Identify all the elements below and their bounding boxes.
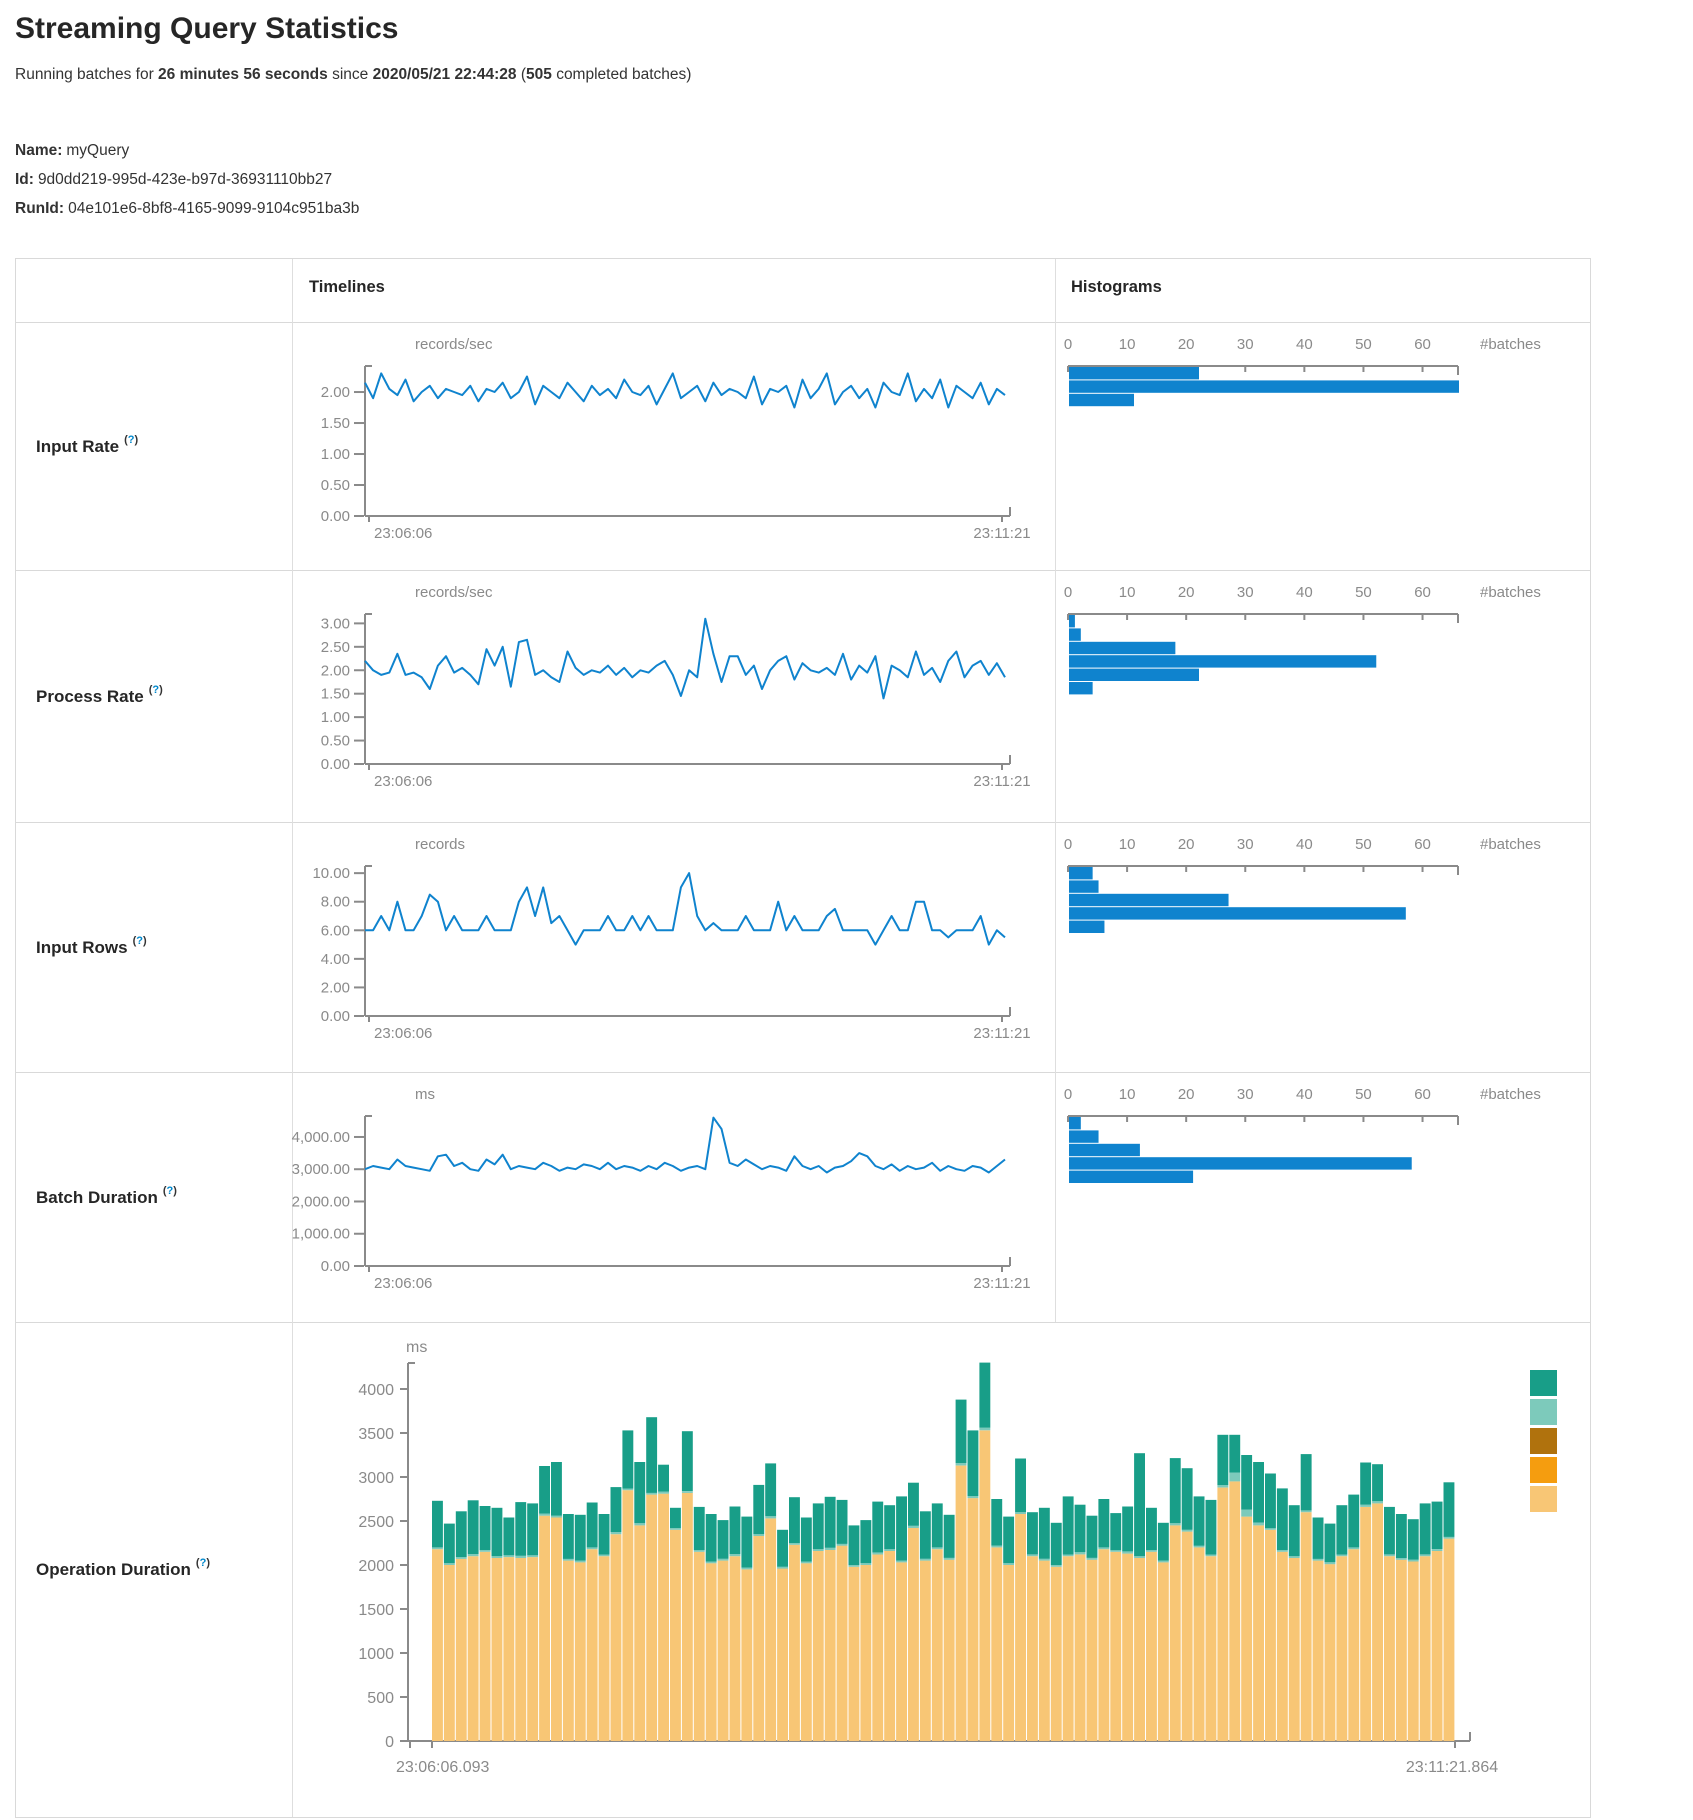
query-name-line: Name: myQuery bbox=[15, 136, 359, 165]
row-divider bbox=[16, 322, 1590, 323]
row-divider bbox=[16, 1322, 1590, 1323]
row-label-input-rate: Input Rate (?) bbox=[36, 434, 139, 456]
stats-table: Timelines Histograms Input Rate (?) Proce… bbox=[15, 258, 1591, 1818]
column-divider bbox=[292, 259, 293, 1817]
name-label: Name: bbox=[15, 142, 63, 159]
process-rate-help-icon[interactable]: (?) bbox=[148, 684, 163, 696]
summary-start-time: 2020/05/21 22:44:28 bbox=[372, 66, 517, 83]
runid-value: 04e101e6-8bf8-4165-9099-9104c951ba3b bbox=[68, 200, 360, 217]
row-label-input-rows: Input Rows (?) bbox=[36, 935, 147, 957]
summary-since: since bbox=[332, 66, 369, 83]
query-meta: Name: myQuery Id: 9d0dd219-995d-423e-b97d-… bbox=[15, 136, 359, 223]
summary-count: 505 bbox=[526, 66, 552, 83]
summary-suffix: completed batches) bbox=[556, 66, 692, 83]
input-rate-help-icon[interactable]: (?) bbox=[124, 434, 139, 446]
column-header-timelines: Timelines bbox=[309, 278, 385, 296]
summary-paren: ( bbox=[520, 66, 526, 83]
id-label: Id: bbox=[15, 171, 34, 188]
row-divider bbox=[16, 1072, 1590, 1073]
column-divider bbox=[1055, 259, 1056, 1322]
row-divider bbox=[16, 822, 1590, 823]
batch-duration-help-icon[interactable]: (?) bbox=[162, 1185, 177, 1197]
query-runid-line: RunId: 04e101e6-8bf8-4165-9099-9104c951ba… bbox=[15, 194, 359, 223]
summary-prefix: Running batches for bbox=[15, 66, 154, 83]
row-label-process-rate: Process Rate (?) bbox=[36, 684, 163, 706]
row-label-operation-duration: Operation Duration (?) bbox=[36, 1557, 210, 1579]
id-value: 9d0dd219-995d-423e-b97d-36931110bb27 bbox=[37, 171, 333, 188]
row-divider bbox=[16, 570, 1590, 571]
page-title: Streaming Query Statistics bbox=[15, 12, 399, 45]
query-id-line: Id: 9d0dd219-995d-423e-b97d-36931110bb27 bbox=[15, 165, 359, 194]
runid-label: RunId: bbox=[15, 200, 65, 217]
summary-duration: 26 minutes 56 seconds bbox=[158, 66, 328, 83]
column-header-histograms: Histograms bbox=[1071, 278, 1162, 296]
running-batches-summary: Running batches for 26 minutes 56 second… bbox=[15, 66, 691, 84]
input-rows-help-icon[interactable]: (?) bbox=[132, 935, 147, 947]
row-label-batch-duration: Batch Duration (?) bbox=[36, 1185, 177, 1207]
name-value: myQuery bbox=[66, 142, 130, 159]
operation-duration-help-icon[interactable]: (?) bbox=[195, 1557, 210, 1569]
